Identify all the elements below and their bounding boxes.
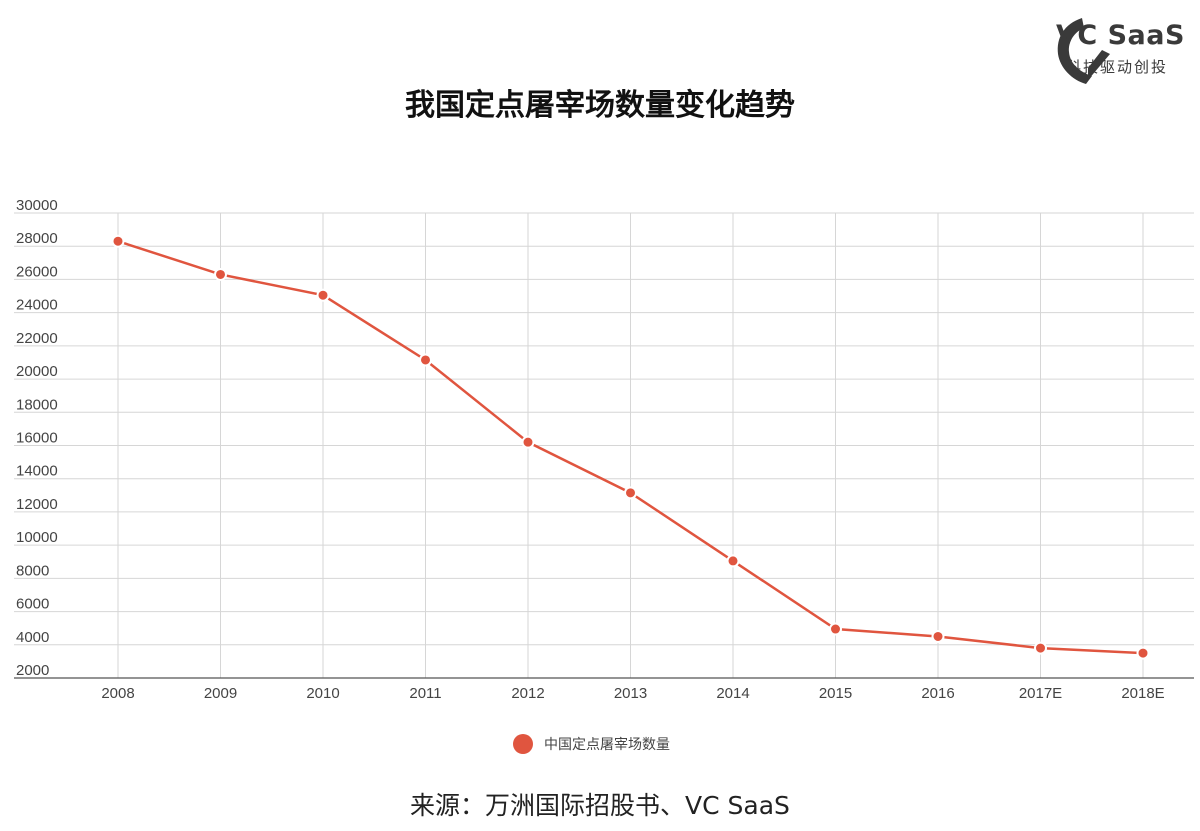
data-point <box>931 629 945 643</box>
data-point <box>726 554 740 568</box>
data-point <box>1034 641 1047 655</box>
data-point <box>316 288 330 302</box>
y-tick-label: 20000 <box>16 363 58 380</box>
y-tick-label: 12000 <box>16 496 58 513</box>
data-point <box>214 267 227 281</box>
vc-saas-logo-icon <box>1057 18 1110 84</box>
chart-grid <box>14 212 1194 679</box>
data-point <box>419 353 432 367</box>
data-point <box>1136 646 1150 660</box>
legend-marker <box>513 734 533 754</box>
y-tick-label: 18000 <box>16 396 58 413</box>
x-tick-label: 2010 <box>306 685 339 702</box>
x-tick-label: 2014 <box>716 685 749 702</box>
y-axis-ticks: 30000 28000 26000 24000 22000 20000 18000 16000… <box>16 197 58 679</box>
data-point <box>111 234 125 248</box>
y-tick-label: 2000 <box>16 662 49 679</box>
y-tick-label: 28000 <box>16 230 58 247</box>
y-tick-label: 30000 <box>16 197 58 214</box>
y-tick-label: 4000 <box>16 629 49 646</box>
source-note: 来源：万洲国际招股书、VC SaaS <box>410 791 790 820</box>
y-tick-label: 24000 <box>16 297 58 314</box>
y-tick-label: 14000 <box>16 463 58 480</box>
data-point <box>521 435 535 449</box>
x-tick-label: 2012 <box>511 685 544 702</box>
x-tick-label: 2015 <box>819 685 852 702</box>
y-tick-label: 22000 <box>16 330 58 347</box>
legend-label: 中国定点屠宰场数量 <box>544 737 670 753</box>
x-axis-ticks: 2008 2009 2010 2011 2012 2013 2014 2015 2016 2017… <box>101 685 1164 702</box>
y-tick-label: 8000 <box>16 562 49 579</box>
logo-tagline: 科技驱动创投 <box>1066 58 1169 76</box>
x-tick-label: 2013 <box>614 685 647 702</box>
data-point <box>624 486 637 500</box>
x-tick-label: 2008 <box>101 685 134 702</box>
logo-brand: VC SaaS <box>1056 20 1185 51</box>
chart-title: 我国定点屠宰场数量变化趋势 <box>405 88 795 123</box>
y-tick-label: 6000 <box>16 596 49 613</box>
data-points <box>111 234 1150 660</box>
x-tick-label: 2009 <box>204 685 237 702</box>
y-tick-label: 26000 <box>16 263 58 280</box>
x-tick-label: 2016 <box>921 685 954 702</box>
x-tick-label: 2017E <box>1019 685 1062 702</box>
y-tick-label: 16000 <box>16 430 58 447</box>
x-tick-label: 2018E <box>1121 685 1164 702</box>
x-tick-label: 2011 <box>409 685 441 702</box>
y-tick-label: 10000 <box>16 529 58 546</box>
legend: 中国定点屠宰场数量 <box>513 734 670 754</box>
data-point <box>829 622 842 636</box>
